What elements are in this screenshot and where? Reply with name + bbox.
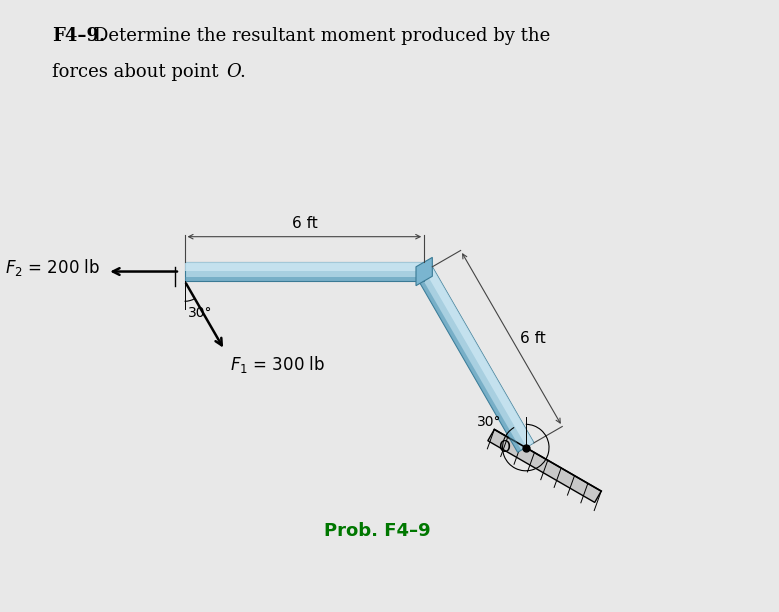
- Text: Determine the resultant moment produced by the: Determine the resultant moment produced …: [94, 26, 550, 45]
- Text: forces about point: forces about point: [51, 63, 224, 81]
- Text: $F_2$ = 200 lb: $F_2$ = 200 lb: [5, 258, 100, 278]
- Polygon shape: [185, 262, 424, 271]
- Polygon shape: [185, 262, 424, 281]
- Text: 6 ft: 6 ft: [520, 331, 546, 346]
- Text: 6 ft: 6 ft: [291, 216, 317, 231]
- Text: Prob. F4–9: Prob. F4–9: [323, 522, 430, 540]
- Text: 30°: 30°: [189, 307, 213, 320]
- Text: F4–9.: F4–9.: [51, 26, 105, 45]
- Text: O: O: [498, 440, 509, 455]
- Text: $F_1$ = 300 lb: $F_1$ = 300 lb: [231, 354, 326, 375]
- Text: O: O: [226, 63, 241, 81]
- Polygon shape: [416, 258, 432, 286]
- Polygon shape: [416, 274, 521, 452]
- Polygon shape: [425, 267, 534, 447]
- Text: .: .: [239, 63, 245, 81]
- Polygon shape: [185, 277, 424, 281]
- Text: 30°: 30°: [478, 415, 502, 429]
- Polygon shape: [416, 267, 534, 452]
- Polygon shape: [488, 430, 601, 502]
